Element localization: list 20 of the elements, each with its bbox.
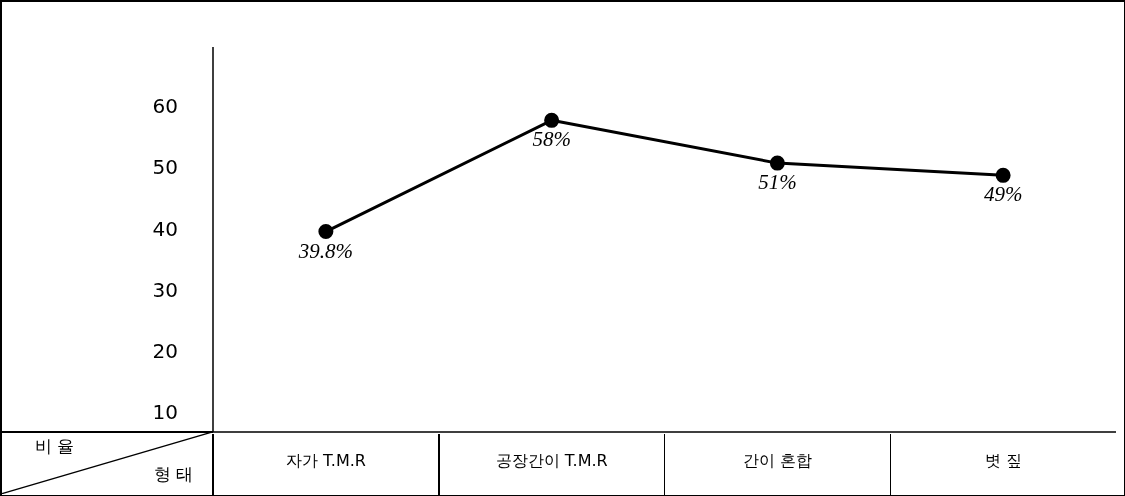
data-label: 58% <box>532 127 571 152</box>
point <box>769 155 785 171</box>
x-axis-title: 형 태 <box>153 464 193 485</box>
point <box>544 112 560 128</box>
x-tick-label: 간이 혼합 <box>742 450 812 470</box>
data-label: 51% <box>758 170 797 195</box>
y-tick-label: 50 <box>152 155 178 180</box>
point <box>995 167 1011 183</box>
y-tick-label: 40 <box>152 216 178 241</box>
point <box>318 224 334 240</box>
x-tick-label: 자가 T.M.R <box>285 450 366 470</box>
y-tick-label: 60 <box>152 94 178 119</box>
data-label: 49% <box>983 182 1023 207</box>
y-tick-label: 10 <box>152 399 178 424</box>
x-tick-label: 공장간이 T.M.R <box>495 450 608 470</box>
y-tick-label: 30 <box>152 277 178 302</box>
data-label: 39.8% <box>297 238 353 263</box>
y-tick-label: 20 <box>152 338 178 363</box>
x-tick-label: 볏 짚 <box>984 450 1022 470</box>
y-axis-title: 비 율 <box>35 436 75 457</box>
